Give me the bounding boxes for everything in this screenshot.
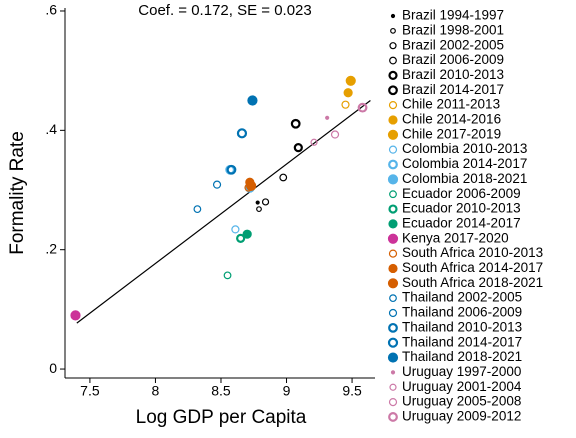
point	[310, 138, 318, 146]
point	[343, 88, 353, 98]
legend-marker	[388, 70, 398, 81]
legend-label: Thailand 2006-2009	[402, 305, 522, 320]
y-tick-label: .2	[45, 240, 57, 256]
point	[247, 95, 258, 106]
legend-label: Uruguay 2001-2004	[402, 379, 522, 394]
legend-marker	[388, 159, 398, 170]
legend-marker	[388, 412, 398, 422]
point	[236, 128, 248, 139]
legend-label: Uruguay 2005-2008	[402, 394, 521, 409]
legend-label: Thailand 2014-2017	[402, 334, 522, 349]
point	[70, 310, 81, 321]
y-axis-label: Formality Rate	[7, 131, 28, 255]
legend-label: Kenya 2017-2020	[402, 230, 509, 245]
annotation: Coef. = 0.172, SE = 0.023	[138, 2, 311, 19]
legend-label: Chile 2011-2013	[402, 97, 500, 112]
point	[290, 118, 301, 129]
x-axis-label: Log GDP per Capita	[136, 407, 307, 428]
legend-label: Colombia 2018-2021	[402, 171, 527, 186]
legend-marker	[390, 370, 396, 375]
legend-marker	[390, 27, 396, 34]
legend-marker	[390, 13, 396, 19]
legend-label: Brazil 1998-2001	[402, 22, 504, 37]
point	[246, 180, 257, 191]
point	[261, 198, 270, 206]
legend-label: Chile 2017-2019	[402, 126, 501, 141]
legend-marker	[389, 56, 397, 65]
legend-label: Uruguay 1997-2000	[402, 364, 521, 379]
legend-marker	[388, 398, 398, 407]
y-tick-label: 0	[49, 360, 57, 376]
legend-label: Colombia 2014-2017	[402, 156, 527, 171]
legend-label: Chile 2014-2016	[402, 112, 501, 127]
legend-marker	[388, 100, 398, 110]
legend-label: Uruguay 2009-2012	[402, 409, 521, 424]
legend-marker	[387, 174, 399, 185]
x-tick-label: 8.5	[211, 383, 231, 399]
legend-label: Ecuador 2014-2017	[402, 215, 521, 230]
legend-marker	[387, 233, 399, 244]
y-tick-label: .4	[45, 121, 57, 137]
legend-label: Thailand 2002-2005	[402, 290, 522, 305]
legend-marker	[388, 308, 398, 318]
x-tick-label: 9.5	[342, 383, 362, 399]
legend-marker	[389, 42, 397, 50]
legend-marker	[387, 278, 399, 289]
legend-marker	[388, 322, 398, 333]
legend-marker	[388, 115, 398, 125]
legend-label: Brazil 2006-2009	[402, 52, 504, 67]
point	[193, 205, 202, 214]
legend-marker	[389, 190, 397, 199]
legend-marker	[388, 219, 398, 229]
point	[231, 225, 240, 234]
y-tick-label: .6	[45, 2, 57, 18]
legend-marker	[388, 85, 398, 96]
x-tick-label: 9	[283, 383, 291, 399]
point	[293, 143, 303, 153]
point	[345, 75, 356, 86]
legend-label: South Africa 2014-2017	[402, 260, 543, 275]
legend-marker	[387, 337, 399, 348]
point	[226, 164, 237, 175]
legend-label: Ecuador 2010-2013	[402, 201, 521, 216]
fit-line	[76, 100, 371, 324]
legend-label: Brazil 2010-2013	[402, 67, 504, 82]
point	[325, 115, 330, 120]
legend-marker	[388, 145, 398, 154]
point	[255, 200, 260, 205]
legend-label: Brazil 1994-1997	[402, 8, 504, 23]
point	[242, 229, 252, 239]
legend-marker	[388, 249, 398, 258]
legend-label: Thailand 2010-2013	[402, 319, 522, 334]
point	[279, 173, 288, 182]
point	[357, 102, 368, 113]
point	[212, 180, 222, 189]
point	[256, 206, 262, 213]
point	[223, 271, 232, 280]
legend-marker	[388, 204, 398, 214]
point	[330, 130, 340, 139]
legend-label: South Africa 2018-2021	[402, 275, 543, 290]
x-tick-label: 7.5	[80, 383, 100, 399]
legend-marker	[387, 129, 399, 140]
legend-label: Brazil 2002-2005	[402, 37, 504, 52]
legend-marker	[389, 383, 397, 391]
legend-marker	[389, 294, 397, 303]
x-tick-label: 8	[152, 383, 160, 399]
legend-label: Colombia 2010-2013	[402, 141, 527, 156]
legend-label: Thailand 2018-2021	[402, 349, 522, 364]
legend-label: Brazil 2014-2017	[402, 82, 504, 97]
legend-marker	[387, 352, 399, 363]
legend-label: South Africa 2010-2013	[402, 245, 543, 260]
legend-label: Ecuador 2006-2009	[402, 186, 521, 201]
point	[236, 233, 246, 243]
point	[341, 100, 350, 109]
legend-marker	[388, 263, 398, 274]
